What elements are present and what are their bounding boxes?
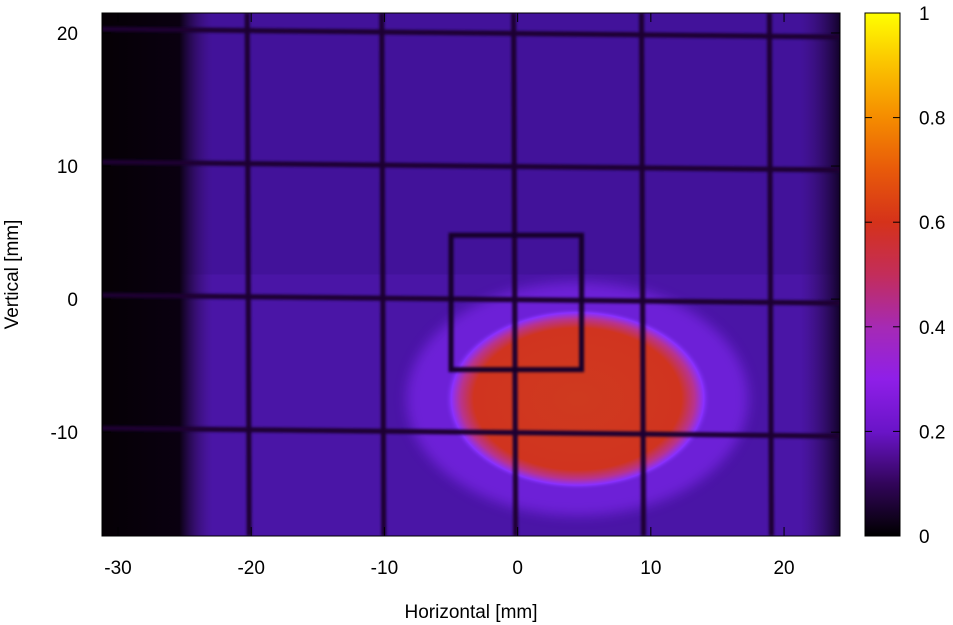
y-tick-label: 0: [67, 290, 78, 311]
y-axis: -10 0 10 20: [51, 24, 840, 444]
x-tick-label: -20: [237, 558, 264, 579]
horizontal-wire: [102, 26, 840, 40]
inner-square-frame: [448, 232, 585, 373]
x-tick-label: -30: [104, 558, 131, 579]
vertical-wire: [244, 13, 252, 536]
horizontal-wire: [102, 292, 840, 306]
x-axis-title: Horizontal [mm]: [404, 602, 537, 623]
colorbar-tick-label: 1: [919, 4, 930, 25]
left-dark-region: [102, 13, 213, 536]
colorbar-tick-label: 0.6: [919, 213, 945, 234]
y-tick-label: 20: [57, 24, 78, 45]
x-tick-label: 20: [773, 558, 794, 579]
x-tick-label: 0: [512, 558, 523, 579]
x-axis: -30 -20 -10 0 10 20: [104, 13, 795, 579]
colorbar: [864, 12, 901, 537]
heatmap-image: [102, 13, 840, 536]
colorbar-tick-label: 0.4: [919, 318, 946, 339]
upper-shading: [102, 13, 840, 275]
colorbar-tick-label: 0.2: [919, 422, 945, 443]
horizontal-wire: [102, 425, 840, 439]
vertical-wire: [511, 13, 519, 536]
colorbar-tick-label: 0: [919, 527, 930, 548]
beam-spot: [444, 308, 711, 490]
horizontal-wire: [102, 159, 840, 173]
vertical-wire: [379, 13, 387, 536]
y-tick-label: -10: [51, 423, 78, 444]
plot-frame: [101, 12, 841, 537]
vertical-wire: [766, 13, 774, 536]
x-tick-label: 10: [640, 558, 661, 579]
colorbar-tick-label: 0.8: [919, 109, 945, 130]
grid-wires: [102, 13, 840, 536]
vertical-wire: [639, 13, 647, 536]
y-tick-label: 10: [57, 157, 78, 178]
colorbar-axis: 0 0.2 0.4 0.6 0.8 1: [865, 4, 946, 548]
x-tick-label: -10: [371, 558, 398, 579]
right-dark-region: [800, 13, 840, 536]
y-axis-title: Vertical [mm]: [2, 220, 23, 330]
